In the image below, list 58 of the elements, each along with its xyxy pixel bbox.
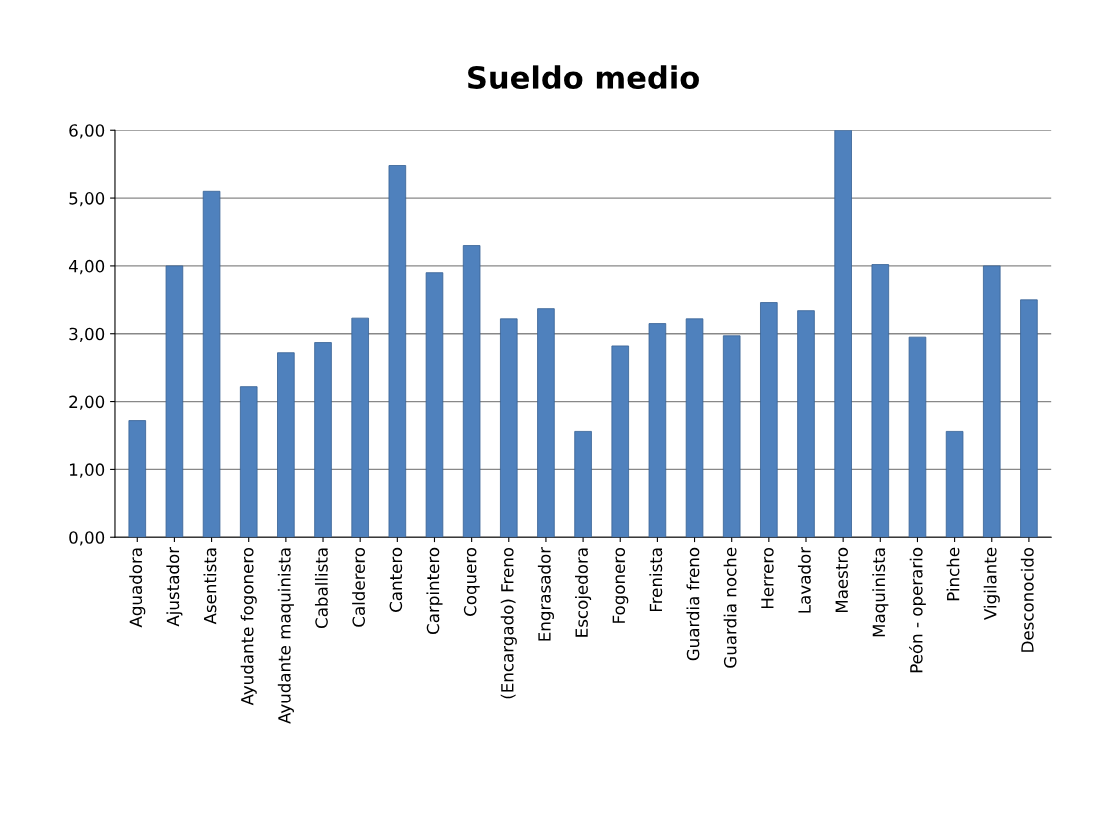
x-tick-label: Vigilante <box>983 547 1000 620</box>
bar <box>1020 299 1038 538</box>
bar <box>908 336 927 538</box>
bar <box>239 386 258 538</box>
x-tick-label: Guardia noche <box>723 547 737 668</box>
x-tick-label: Fogonero <box>612 547 629 623</box>
bar <box>722 335 741 538</box>
x-tick-label: Engrasador <box>537 546 554 641</box>
x-tick-label: Calderero <box>352 547 366 627</box>
bar <box>797 310 815 538</box>
chart-title: Sueldo medio <box>468 65 699 90</box>
x-tick-label: Desconocido <box>1020 547 1034 652</box>
x-tick-label: Caballista <box>314 548 328 628</box>
y-tick-label: 5,00 <box>69 192 105 207</box>
y-tick-label: 0,00 <box>69 531 105 546</box>
x-tick-label: Cantero <box>389 547 403 612</box>
bar <box>351 317 369 538</box>
bar <box>425 272 444 538</box>
y-tick-label: 1,00 <box>69 463 105 478</box>
y-tick-label: 6,00 <box>69 124 105 139</box>
bar <box>871 264 890 538</box>
bar <box>648 323 667 538</box>
bar <box>202 190 221 538</box>
bar <box>982 265 1001 538</box>
bar <box>834 130 852 538</box>
x-tick-label: Frenista <box>649 548 663 612</box>
x-tick-label: Guardia freno <box>686 547 700 661</box>
bar <box>945 431 964 538</box>
y-tick-label: 2,00 <box>69 395 105 410</box>
bar <box>462 245 481 538</box>
x-tick-label: Coquero <box>463 547 480 616</box>
x-tick-label: Ayudante maquinista <box>277 548 294 724</box>
x-tick-label: Maquinista <box>872 548 889 637</box>
x-tick-label: Peón - operario <box>909 547 926 673</box>
x-tick-label: Carpintero <box>426 547 443 634</box>
x-tick-label: Ajustador <box>166 546 183 627</box>
x-tick-label: Ayudante fogonero <box>240 547 257 706</box>
bar <box>128 420 147 538</box>
bar <box>537 308 555 538</box>
bar <box>388 165 407 538</box>
x-tick-label: Maestro <box>835 547 848 613</box>
bar <box>165 265 184 538</box>
bar <box>574 431 592 538</box>
y-tick-label: 3,00 <box>69 327 105 343</box>
bar <box>611 345 630 538</box>
x-tick-label: Asentista <box>203 548 217 625</box>
y-tick-label: 4,00 <box>68 259 105 275</box>
x-tick-label: Lavador <box>797 546 811 613</box>
x-tick-label: Escojedora <box>575 548 592 637</box>
bar <box>314 342 332 538</box>
x-tick-label: Herrero <box>761 547 774 609</box>
x-tick-label: (Encargado) Freno <box>500 547 517 699</box>
x-tick-label: Pinche <box>946 547 960 601</box>
bar <box>760 302 778 538</box>
x-tick-label: Aguadora <box>129 548 146 628</box>
bar <box>277 352 295 538</box>
bar <box>500 318 518 538</box>
bar <box>685 318 704 538</box>
